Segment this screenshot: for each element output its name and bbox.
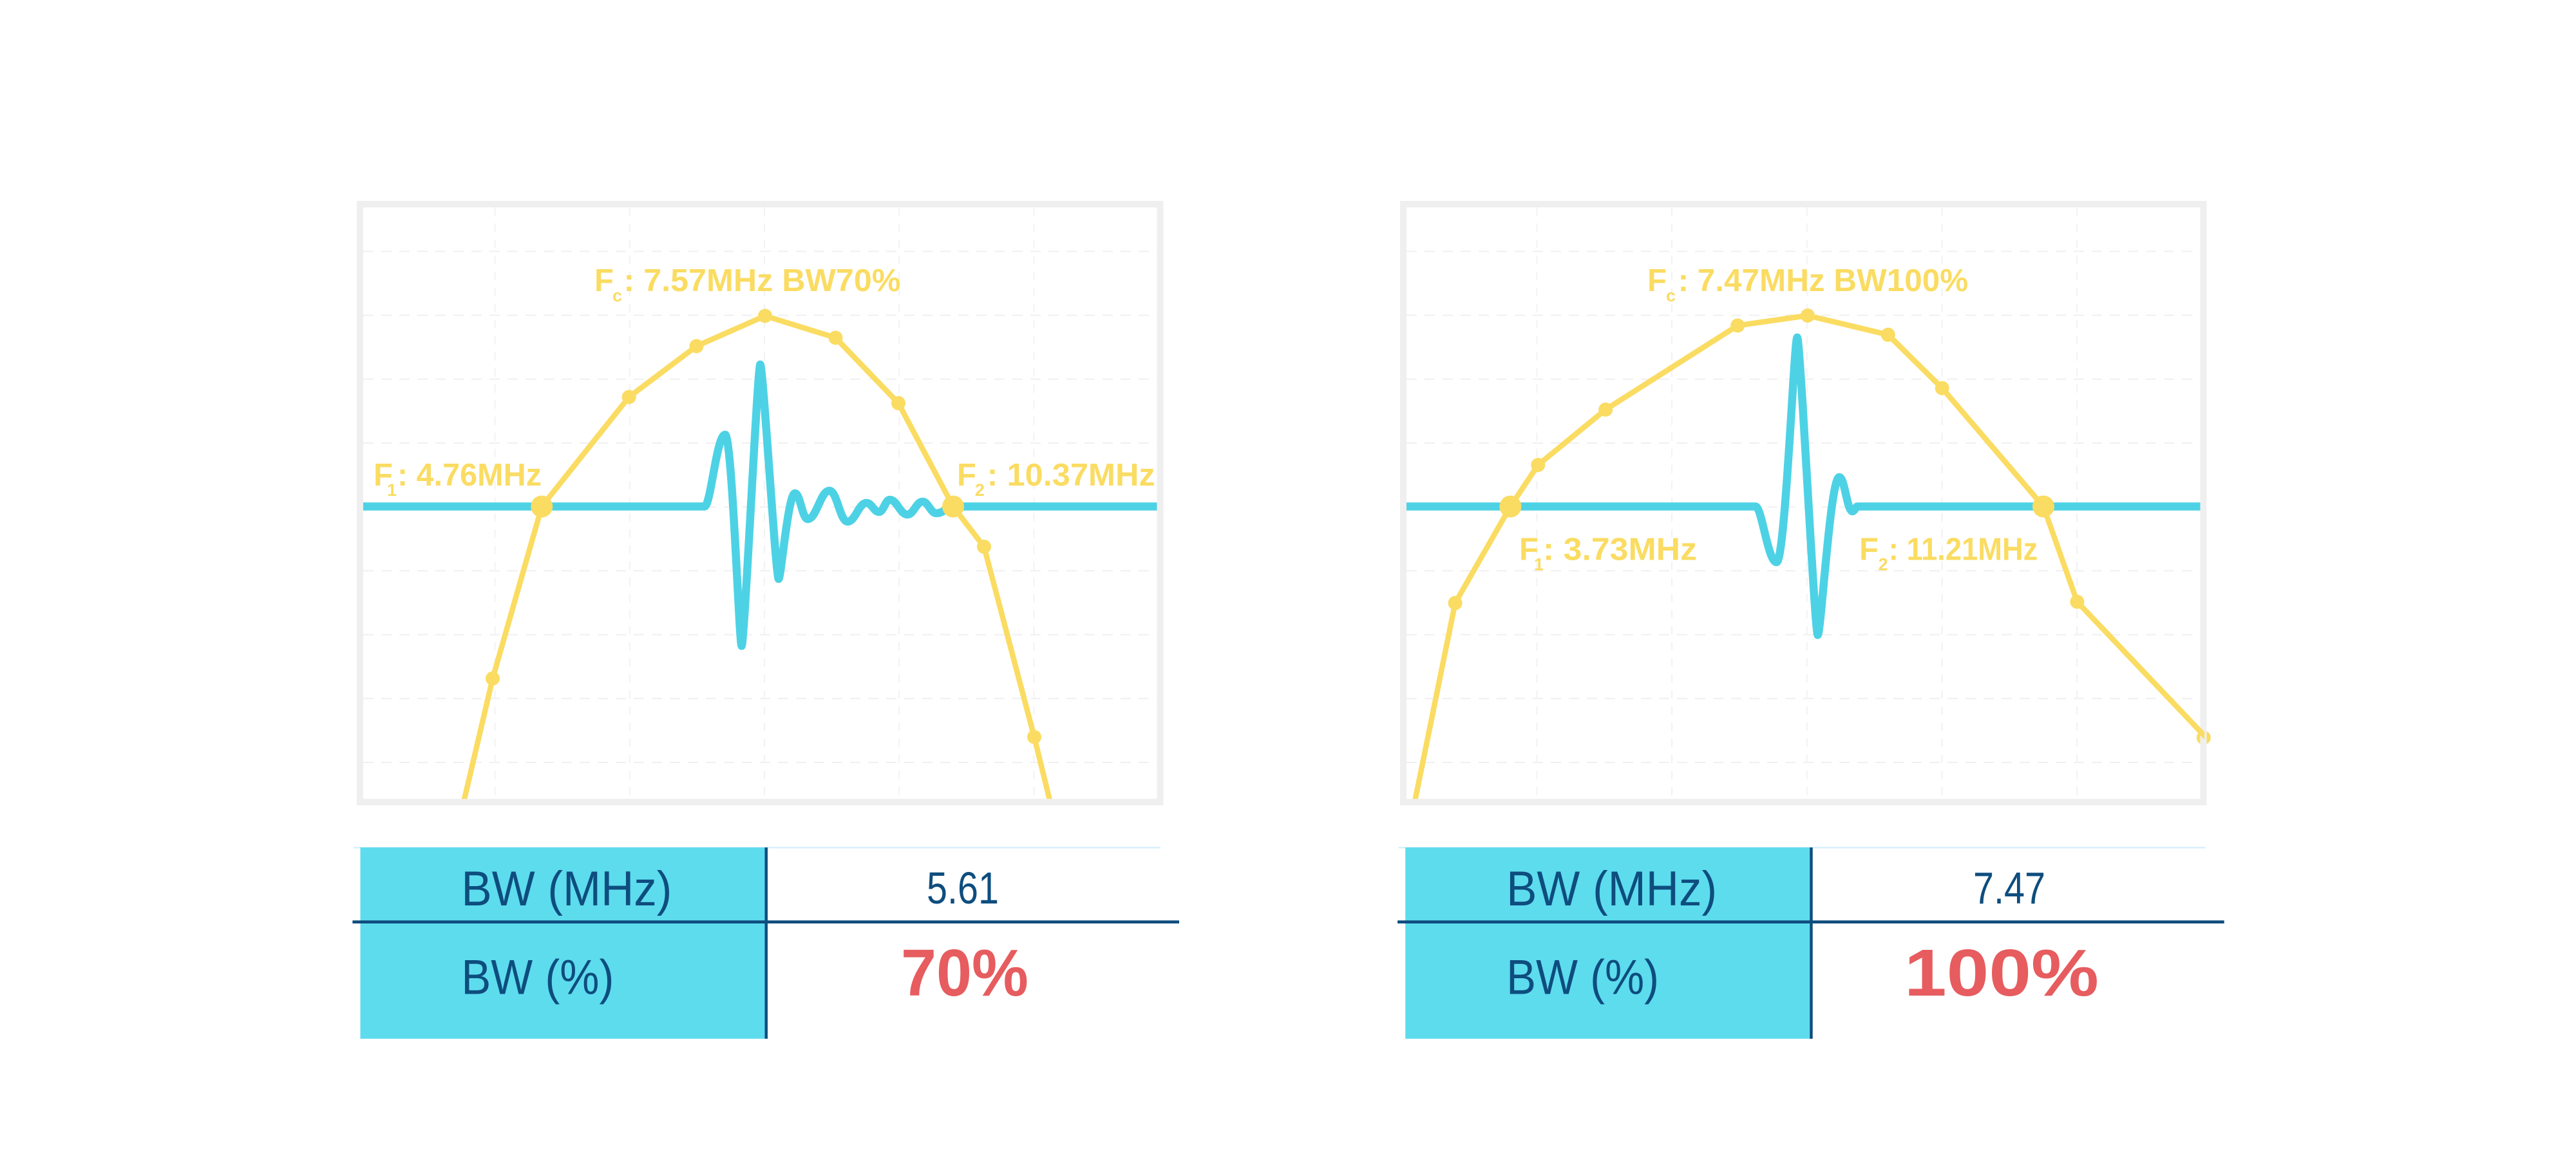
svg-text:100%: 100%: [1904, 936, 2099, 1010]
svg-text:2: 2: [975, 480, 985, 500]
svg-text:c: c: [612, 286, 622, 305]
svg-text:: 3.73MHz: : 3.73MHz: [1543, 533, 1697, 567]
svg-text:F: F: [1859, 533, 1879, 567]
svg-text:: 4.76MHz: : 4.76MHz: [397, 458, 542, 493]
svg-text:BW (%): BW (%): [1506, 950, 1659, 1005]
svg-text:c: c: [1666, 286, 1676, 305]
svg-text:: 7.47MHz BW100%: : 7.47MHz BW100%: [1678, 263, 1969, 298]
svg-text:: 10.37MHz: : 10.37MHz: [987, 458, 1155, 493]
svg-text:7.47: 7.47: [1973, 863, 2045, 913]
svg-text:: 11.21MHz: : 11.21MHz: [1889, 533, 2038, 567]
svg-text:: 7.57MHz BW70%: : 7.57MHz BW70%: [624, 263, 901, 298]
svg-text:F: F: [1519, 533, 1539, 567]
svg-text:BW (MHz): BW (MHz): [461, 862, 672, 916]
svg-text:F: F: [957, 458, 976, 493]
svg-text:BW (%): BW (%): [461, 950, 614, 1005]
svg-text:1: 1: [387, 480, 397, 500]
svg-text:2: 2: [1879, 555, 1888, 574]
svg-text:5.61: 5.61: [927, 863, 999, 913]
svg-text:F: F: [374, 458, 393, 493]
svg-text:F: F: [594, 263, 614, 298]
svg-text:70%: 70%: [901, 936, 1028, 1010]
svg-text:BW (MHz): BW (MHz): [1506, 862, 1717, 916]
svg-text:1: 1: [1534, 555, 1544, 574]
svg-text:F: F: [1647, 263, 1667, 298]
